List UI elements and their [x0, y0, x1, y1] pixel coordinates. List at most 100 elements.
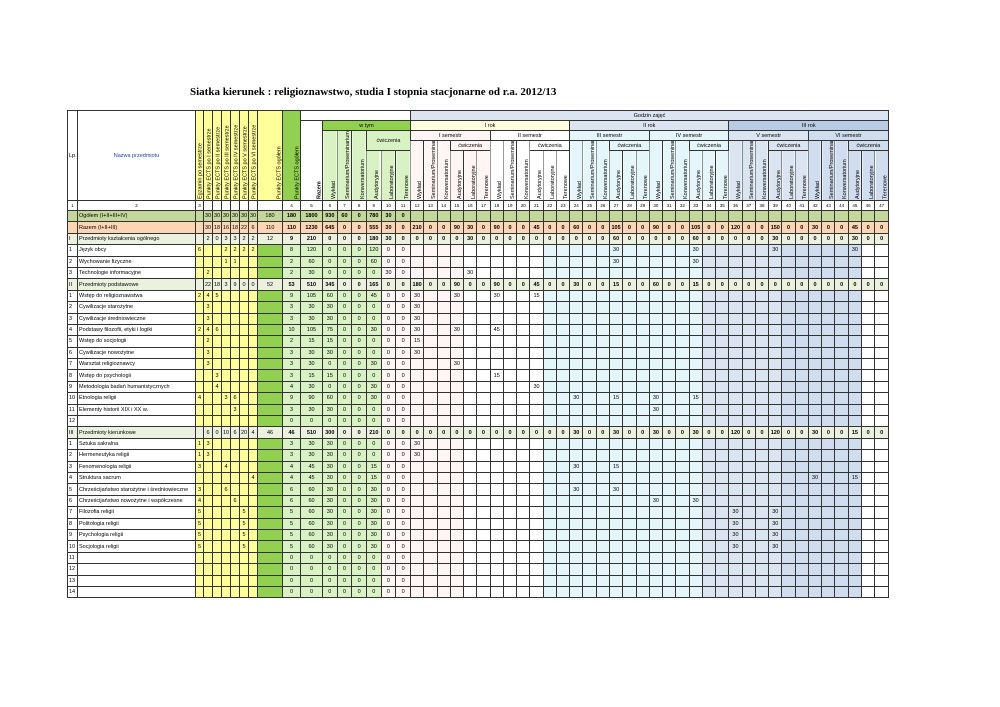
- value-cell: 30: [365, 392, 382, 405]
- value-cell: 30: [608, 426, 624, 439]
- value-cell: [635, 415, 650, 428]
- value-cell: [821, 563, 836, 576]
- value-cell: 0: [395, 437, 411, 451]
- value-cell: [230, 266, 240, 280]
- value-cell: [489, 301, 504, 314]
- value-cell: [489, 540, 504, 553]
- value-cell: [595, 585, 610, 599]
- value-cell: [662, 380, 677, 394]
- value-cell: [489, 346, 504, 360]
- value-cell: 30: [322, 540, 338, 553]
- value-cell: [675, 415, 690, 428]
- value-cell: 6: [282, 494, 301, 508]
- value-cell: [516, 244, 531, 257]
- value-cell: [861, 358, 876, 371]
- value-cell: [423, 323, 438, 337]
- value-cell: [221, 312, 231, 325]
- name-cell: Przedmioty kształcenia ogólnego: [77, 232, 196, 246]
- value-cell: [516, 323, 531, 337]
- value-cell: [715, 301, 730, 314]
- value-cell: [595, 380, 610, 394]
- value-cell: [768, 551, 783, 565]
- value-cell: 0: [569, 232, 584, 246]
- value-cell: [257, 380, 283, 394]
- value-cell: [248, 312, 258, 325]
- value-cell: [409, 517, 425, 530]
- value-cell: 0: [476, 232, 491, 246]
- name-cell: Fenomenologia religii: [77, 460, 196, 474]
- name-cell: [77, 563, 196, 576]
- value-cell: [754, 585, 770, 599]
- value-cell: [662, 209, 677, 223]
- value-cell: 0: [336, 449, 353, 462]
- value-cell: 0: [489, 426, 504, 439]
- value-cell: [675, 301, 690, 314]
- value-cell: [502, 289, 518, 303]
- value-cell: [741, 585, 756, 599]
- value-cell: 105: [300, 323, 323, 337]
- value-cell: [542, 289, 557, 303]
- value-cell: [715, 244, 730, 257]
- value-cell: [794, 346, 809, 360]
- kind-header: Seminarium/Proseminarium: [662, 140, 676, 201]
- name-cell: Język obcy: [77, 244, 196, 257]
- value-cell: [821, 403, 836, 417]
- value-cell: [248, 563, 258, 576]
- value-cell: 15: [608, 392, 624, 405]
- value-cell: 30: [648, 494, 664, 508]
- value-cell: 0: [380, 449, 397, 462]
- value-cell: 45: [529, 221, 544, 234]
- value-cell: 0: [423, 278, 438, 291]
- value-cell: [463, 403, 478, 417]
- value-cell: [741, 358, 756, 371]
- value-cell: [622, 244, 637, 257]
- value-cell: [476, 369, 491, 382]
- value-cell: [874, 380, 890, 394]
- value-cell: [622, 403, 637, 417]
- value-cell: 0: [380, 426, 397, 439]
- value-cell: 6: [230, 392, 240, 405]
- value-cell: [728, 437, 743, 451]
- column-number: [248, 200, 258, 211]
- value-cell: 15: [847, 471, 863, 485]
- value-cell: [529, 415, 544, 428]
- value-cell: [874, 255, 890, 268]
- value-cell: [622, 380, 637, 394]
- value-cell: [768, 266, 783, 280]
- value-cell: [688, 517, 703, 530]
- value-cell: 5: [282, 506, 301, 519]
- value-cell: [529, 528, 544, 542]
- value-cell: [648, 483, 664, 496]
- value-cell: [248, 517, 258, 530]
- value-cell: [257, 437, 283, 451]
- exercise-kind-header: Terenowe: [556, 150, 570, 201]
- value-cell: [662, 369, 677, 382]
- value-cell: [230, 437, 240, 451]
- name-cell: Ogółem (I+II+III+IV): [77, 209, 196, 223]
- value-cell: 0: [436, 278, 451, 291]
- value-cell: [212, 528, 222, 542]
- value-cell: [741, 483, 756, 496]
- value-cell: 30: [380, 232, 397, 246]
- rotated-header: Egzamin po semestrze: [195, 110, 204, 201]
- value-cell: 30: [221, 209, 231, 223]
- value-cell: [221, 301, 231, 314]
- value-cell: [622, 346, 637, 360]
- value-cell: [754, 301, 770, 314]
- name-cell: Przedmioty kierunkowe: [77, 426, 196, 439]
- kind-header: Wykład: [808, 140, 822, 201]
- column-number: 16: [463, 200, 478, 211]
- value-cell: 18: [230, 221, 240, 234]
- value-cell: [715, 528, 730, 542]
- value-cell: [569, 369, 584, 382]
- value-cell: [221, 266, 231, 280]
- lp-cell: 12: [67, 415, 78, 428]
- value-cell: [741, 403, 756, 417]
- value-cell: [781, 358, 796, 371]
- value-cell: [648, 301, 664, 314]
- value-cell: [569, 415, 584, 428]
- value-cell: [675, 369, 690, 382]
- value-cell: [409, 358, 425, 371]
- value-cell: 0: [715, 221, 730, 234]
- value-cell: 30: [409, 301, 425, 314]
